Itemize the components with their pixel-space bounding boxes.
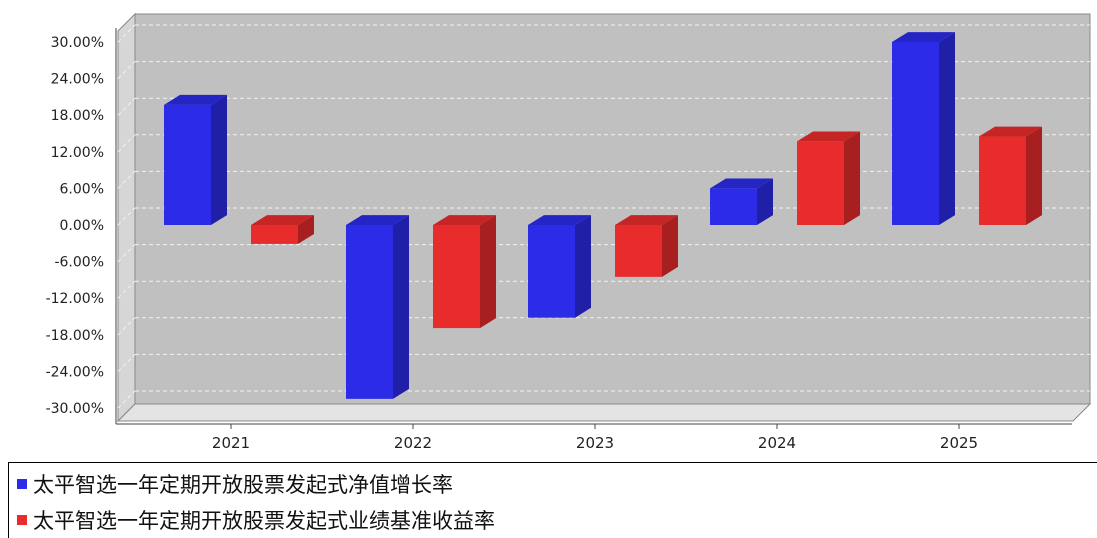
y-tick-label: -6.00% <box>54 255 104 271</box>
bar-chart: 30.00% 24.00% 18.00% 12.00% 6.00% 0.00% -6.00%… <box>46 12 1092 452</box>
legend-swatch-red <box>17 515 27 525</box>
bar-side <box>211 94 227 225</box>
x-tick-label: 2024 <box>758 434 796 452</box>
bar-top <box>797 131 860 142</box>
bar-top <box>251 215 314 225</box>
plot-side-wall <box>117 12 136 423</box>
bar-side <box>298 215 314 244</box>
bar-side <box>393 215 409 399</box>
bar <box>710 188 757 225</box>
y-tick-label: -18.00% <box>46 328 104 344</box>
bar <box>528 225 575 318</box>
bar-side <box>939 32 955 225</box>
y-tick-label: 12.00% <box>51 145 104 161</box>
bar-top <box>615 215 678 225</box>
legend-label: 太平智选一年定期开放股票发起式业绩基准收益率 <box>33 509 495 533</box>
bar <box>251 225 298 244</box>
y-tick-label: -12.00% <box>46 291 104 307</box>
bar-top <box>979 126 1042 137</box>
legend-label: 太平智选一年定期开放股票发起式净值增长率 <box>33 473 453 497</box>
y-tick-label: -24.00% <box>46 364 104 380</box>
bar <box>433 225 480 329</box>
bar-side <box>480 215 496 329</box>
legend-item-benchmark: 太平智选一年定期开放股票发起式业绩基准收益率 <box>17 505 495 535</box>
bar <box>797 141 844 225</box>
bar <box>346 225 393 399</box>
bar <box>615 225 662 277</box>
bar <box>892 42 939 225</box>
x-tick-label: 2023 <box>576 434 614 452</box>
y-tick-label: 6.00% <box>60 181 104 197</box>
legend: 太平智选一年定期开放股票发起式净值增长率 太平智选一年定期开放股票发起式业绩基准… <box>8 462 1097 538</box>
bar <box>164 104 211 225</box>
bar-side <box>575 215 591 318</box>
plot-floor <box>116 403 1092 422</box>
bar-top <box>433 215 496 225</box>
bar-top <box>710 178 773 189</box>
x-tick-label: 2022 <box>394 434 432 452</box>
y-tick-label: 30.00% <box>51 35 104 51</box>
bar-side <box>757 178 773 225</box>
bar-top <box>528 215 591 225</box>
legend-item-nav-growth: 太平智选一年定期开放股票发起式净值增长率 <box>17 469 453 499</box>
x-tick-label: 2021 <box>212 434 250 452</box>
legend-swatch-blue <box>17 479 27 489</box>
bar-top <box>346 215 409 225</box>
y-tick-label: 0.00% <box>60 218 104 234</box>
bar-side <box>662 215 678 277</box>
bar-side <box>1026 126 1042 225</box>
bar-side <box>844 131 860 225</box>
bar <box>979 136 1026 225</box>
y-tick-label: 18.00% <box>51 108 104 124</box>
bar-top <box>164 94 227 105</box>
x-tick-label: 2025 <box>940 434 978 452</box>
y-tick-label: -30.00% <box>46 401 104 417</box>
bar-top <box>892 32 955 42</box>
y-tick-label: 24.00% <box>51 72 104 88</box>
